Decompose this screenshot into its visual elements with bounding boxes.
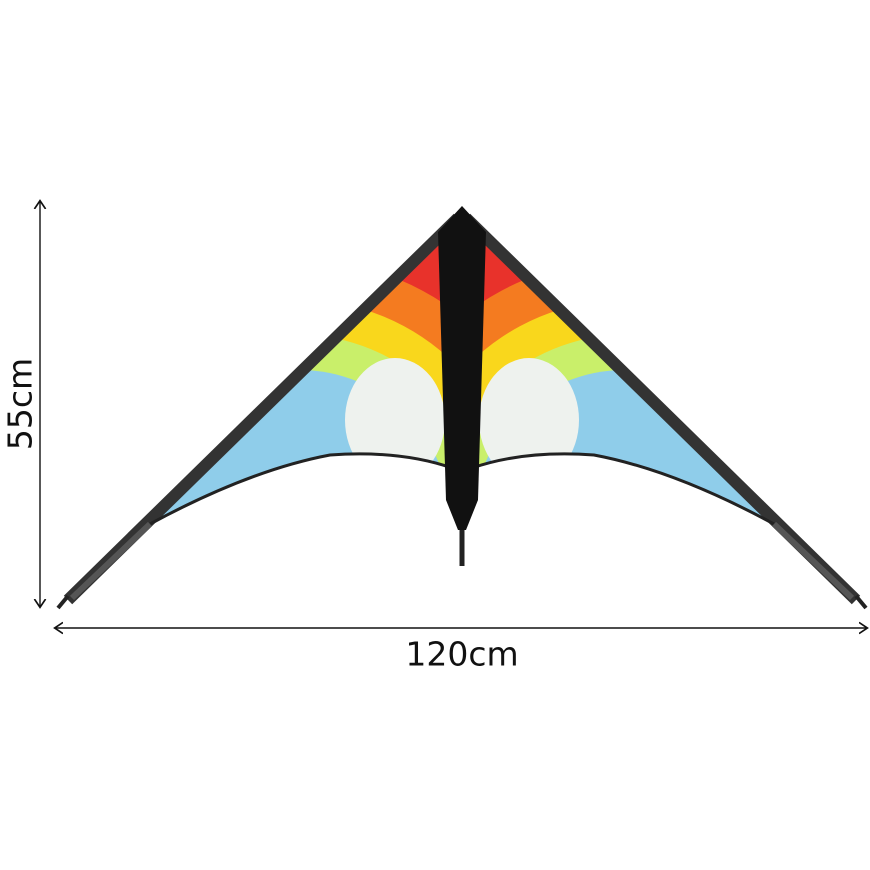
kite	[56, 200, 870, 780]
height-label: 55cm	[1, 358, 40, 450]
width-dimension: 120cm	[56, 628, 866, 674]
kite-spine	[438, 206, 486, 530]
width-label: 120cm	[405, 635, 518, 674]
height-dimension: 55cm	[1, 202, 41, 606]
